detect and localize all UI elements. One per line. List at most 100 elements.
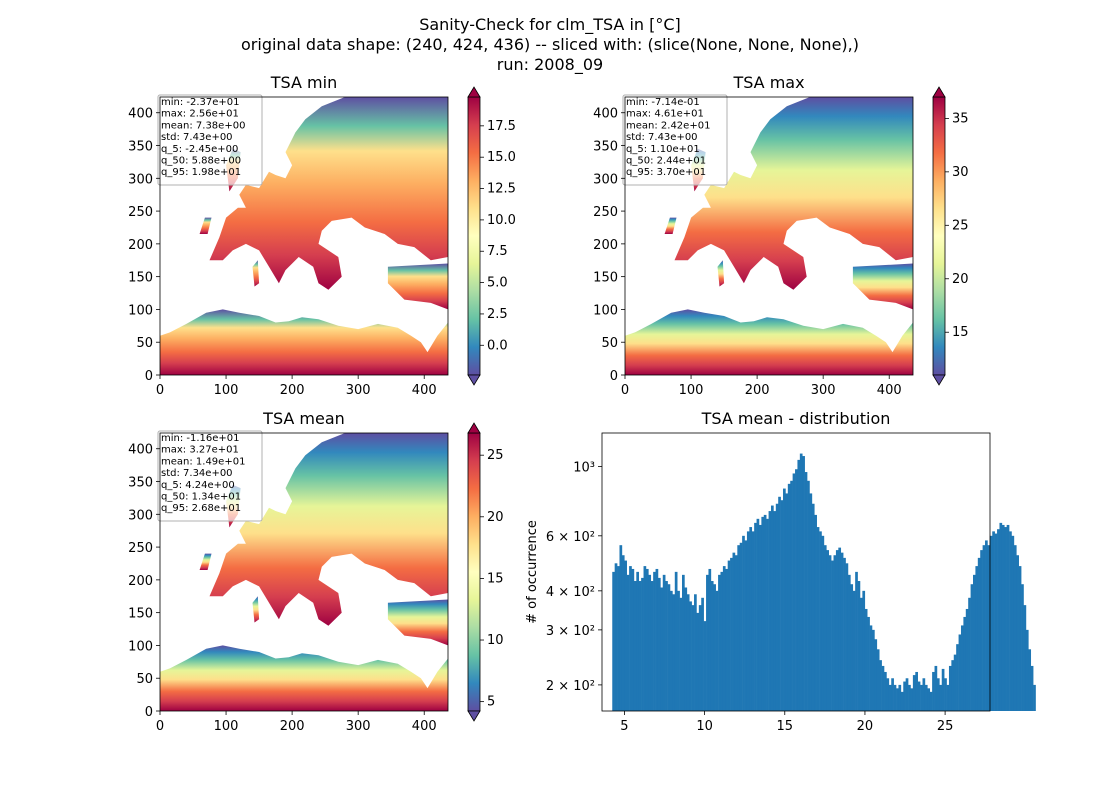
colorbar-tick-label: 7.5 <box>487 244 508 259</box>
histogram-bars <box>612 453 1036 711</box>
histogram-bar <box>833 555 837 711</box>
x-tick-label: 300 <box>346 383 371 398</box>
histogram-bar <box>1028 649 1032 711</box>
histogram-bar <box>982 545 986 711</box>
histogram-bar <box>809 493 813 711</box>
histogram-bar <box>898 684 902 711</box>
y-tick-label: 400 <box>128 107 153 122</box>
histogram-bar <box>766 518 769 711</box>
histogram-bar <box>1009 531 1012 711</box>
figure-title-line-3: run: 2008_09 <box>497 55 603 75</box>
x-tick-label: 20 <box>857 719 874 734</box>
x-tick-label: 400 <box>412 383 437 398</box>
stats-line: std: 7.43e+00 <box>626 132 698 143</box>
histogram-bar <box>881 665 885 711</box>
histogram-bar <box>669 590 673 711</box>
heatmap-land-6 <box>387 263 448 310</box>
histogram-bar <box>874 639 878 711</box>
histogram-bar <box>970 584 974 711</box>
heatmap-land-4 <box>199 553 212 570</box>
histogram-bar <box>790 480 793 711</box>
histogram-bar <box>814 514 817 711</box>
y-tick-label: 2 × 10² <box>546 679 595 694</box>
y-tick-label: 250 <box>593 205 618 220</box>
histogram-bar <box>638 581 642 711</box>
heatmap-land-4 <box>199 217 212 234</box>
y-tick-label: 200 <box>128 238 153 253</box>
histogram-bar <box>973 574 976 711</box>
histogram-bar <box>992 531 995 711</box>
y-tick-label: 100 <box>128 303 153 318</box>
histogram-bar <box>888 684 892 711</box>
stats-line: q_50: 2.44e+01 <box>626 156 706 167</box>
stats-line: max: 4.61e+01 <box>626 109 704 120</box>
histogram-bar <box>715 590 719 711</box>
y-tick-label: 300 <box>593 172 618 187</box>
histogram-bar <box>963 616 967 711</box>
histogram-bar <box>636 571 640 711</box>
stats-line: q_50: 1.34e+01 <box>161 492 241 503</box>
stats-box <box>157 430 263 522</box>
histogram-bar <box>828 555 832 711</box>
y-tick-label: 300 <box>128 172 153 187</box>
histogram-bar <box>679 597 683 711</box>
stats-line: std: 7.34e+00 <box>161 468 233 479</box>
heatmap-land-1 <box>160 645 448 711</box>
x-tick-label: 200 <box>280 383 305 398</box>
heatmap-land-5 <box>252 596 260 623</box>
y-tick-label: 350 <box>128 476 153 491</box>
histogram-bar <box>941 668 945 711</box>
histogram-bar <box>1030 665 1034 711</box>
colorbar-tick-label: 5 <box>487 695 495 710</box>
histogram-bar <box>648 574 652 711</box>
x-tick-label: 100 <box>214 383 239 398</box>
stats-box <box>157 94 263 186</box>
histogram-bar <box>662 574 666 711</box>
colorbar-tick-label: 20 <box>952 272 969 287</box>
histogram-bar <box>744 540 748 711</box>
colorbar <box>932 96 946 376</box>
colorbar-tick-label: 0.0 <box>487 338 508 353</box>
histogram-bar <box>732 552 736 711</box>
histogram-bar <box>886 678 890 711</box>
histogram-bar <box>823 545 827 711</box>
histogram-bar <box>811 503 815 711</box>
histogram-bar <box>819 531 822 711</box>
histogram-bar <box>948 665 952 711</box>
x-tick-label: 100 <box>214 719 239 734</box>
histogram-bar <box>855 571 858 711</box>
y-axis-label: # of occurrence <box>525 520 540 624</box>
colorbar-tick-label: 5.0 <box>487 276 508 291</box>
figure-title-line-1: Sanity-Check for clm_TSA in [°C] <box>419 15 681 35</box>
histogram-bar <box>989 535 993 711</box>
y-tick-label: 150 <box>128 271 153 286</box>
histogram-bar <box>951 660 955 711</box>
colorbar-tick-label: 10 <box>487 633 504 648</box>
histogram-bar <box>621 555 625 711</box>
histogram-bar <box>696 612 700 711</box>
histogram-bar <box>857 581 861 711</box>
heatmap-land-6 <box>852 263 913 310</box>
histogram-bar <box>624 560 627 711</box>
histogram-bar <box>694 594 697 711</box>
stats-line: std: 7.43e+00 <box>161 132 233 143</box>
y-tick-label: 0 <box>610 369 618 384</box>
histogram-bar <box>850 584 854 711</box>
histogram-bar <box>953 654 957 711</box>
axes-title: TSA mean <box>262 409 345 428</box>
colorbar-extend-bottom <box>467 374 481 386</box>
histogram-bar <box>718 574 721 711</box>
x-tick-label: 10 <box>696 719 713 734</box>
panel-4: 2 × 10² 3 × 10² 4 × 10² 6 × 10² 10³ # of occu… <box>525 409 1036 734</box>
histogram-bar <box>686 594 690 711</box>
histogram-bar <box>987 545 991 711</box>
histogram-bar <box>1023 605 1027 711</box>
y-tick-label: 400 <box>128 443 153 458</box>
y-tick-label: 50 <box>136 672 153 687</box>
histogram-bar <box>672 594 676 711</box>
histogram-bar <box>876 649 880 711</box>
histogram-bar <box>631 568 635 711</box>
histogram-bar <box>655 568 659 711</box>
stats-line: q_5: -2.45e+00 <box>161 144 238 155</box>
